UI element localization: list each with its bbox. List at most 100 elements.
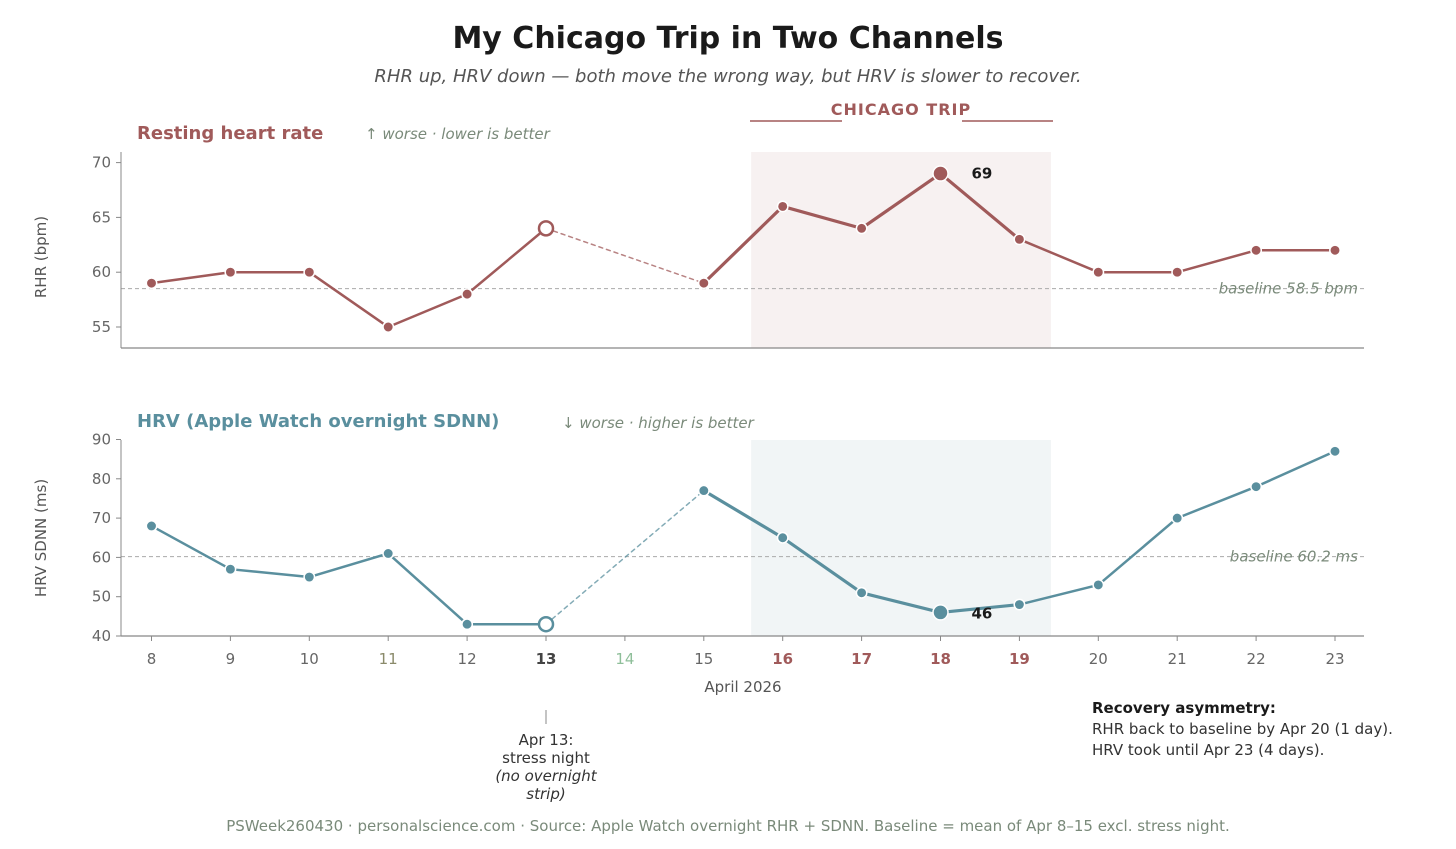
hrv-y-tick-label: 90	[92, 431, 111, 449]
hrv-series-points	[145, 445, 1341, 633]
hrv-y-tick-label: 70	[92, 509, 111, 527]
hrv-point	[1329, 445, 1341, 458]
rhr-point	[1329, 244, 1341, 257]
hrv-line-segment	[781, 536, 864, 595]
rhr-line-segment	[308, 270, 390, 329]
x-axis-label: April 2026	[704, 678, 781, 696]
hrv-line-segment	[545, 489, 705, 625]
hrv-y-ticks: 40 50 60 70 80 90	[92, 431, 121, 645]
hrv-line-segment	[1175, 485, 1258, 520]
hrv-series-lines	[150, 450, 1337, 626]
rhr-panel-note: ↑ worse · lower is better	[365, 125, 551, 143]
x-tick-label: 11	[379, 650, 398, 668]
rhr-line-segment	[1018, 238, 1100, 274]
rhr-point	[145, 277, 158, 290]
hrv-point	[1013, 598, 1026, 611]
trip-label: CHICAGO TRIP	[831, 100, 971, 119]
rhr-y-tick-label: 65	[92, 208, 111, 226]
hrv-point	[461, 618, 474, 631]
rhr-panel-title: Resting heart rate	[137, 123, 323, 144]
x-tick-label: 12	[458, 650, 477, 668]
rhr-y-tick-label: 70	[92, 154, 111, 172]
rhr-point	[1092, 266, 1105, 279]
hrv-point	[776, 531, 789, 544]
rhr-line-segment	[545, 227, 705, 284]
rhr-y-tick-label: 55	[92, 318, 111, 336]
x-tick-label: 8	[147, 650, 157, 668]
hrv-point	[697, 484, 710, 497]
x-tick-label: 10	[300, 650, 319, 668]
hrv-line-segment	[229, 567, 311, 579]
x-tick-label: 21	[1168, 650, 1187, 668]
chart-title: My Chicago Trip in Two Channels	[452, 21, 1003, 56]
annotation-line-3: (no overnight	[495, 767, 597, 785]
hrv-y-tick-label: 60	[92, 548, 111, 566]
rhr-point	[697, 277, 710, 290]
x-tick-label: 23	[1325, 650, 1344, 668]
hrv-point	[145, 520, 158, 532]
x-axis-ticks: 8 9 10 11 12 13 14 15 16 17 18 19 20 21 22 23	[147, 636, 1345, 668]
rhr-trip-band	[751, 152, 1051, 348]
chart-subtitle: RHR up, HRV down — both move the wrong w…	[374, 66, 1081, 87]
x-tick-label: 22	[1247, 650, 1266, 668]
rhr-line-segment	[465, 227, 548, 296]
hrv-ylabel: HRV SDNN (ms)	[32, 479, 50, 597]
hrv-point	[855, 586, 868, 599]
rhr-point	[303, 266, 316, 279]
rhr-ylabel: RHR (bpm)	[32, 216, 50, 298]
hrv-point	[1171, 512, 1184, 525]
hrv-point	[1250, 480, 1263, 493]
rhr-point	[776, 200, 789, 213]
footer-source: PSWeek260430 · personalscience.com · Sou…	[226, 817, 1230, 835]
x-tick-label: 20	[1089, 650, 1108, 668]
hrv-point-stress-night	[537, 615, 555, 633]
x-tick-label: 13	[536, 650, 557, 668]
x-tick-label: 19	[1009, 650, 1030, 668]
hrv-point	[382, 547, 395, 560]
rhr-point-stress-night	[537, 220, 555, 237]
rhr-line-segment	[938, 171, 1022, 241]
rhr-series-lines	[150, 171, 1337, 329]
hrv-line-segment	[150, 524, 232, 571]
rhr-panel: Resting heart rate ↑ worse · lower is be…	[32, 123, 1364, 349]
rhr-line-segment	[859, 171, 943, 230]
hrv-panel-note: ↓ worse · higher is better	[562, 414, 755, 432]
x-tick-label: 15	[694, 650, 713, 668]
hrv-trough-label: 46	[972, 604, 993, 622]
hrv-point-highlight	[932, 604, 949, 621]
hrv-line-segment	[1018, 583, 1100, 606]
annotation-line-4: strip)	[526, 785, 565, 803]
rhr-point	[1171, 266, 1184, 279]
annotation-line-1: Apr 13:	[519, 731, 574, 749]
rhr-peak-label: 69	[972, 165, 993, 183]
rhr-point-highlight	[932, 165, 949, 182]
recovery-line-2: HRV took until Apr 23 (4 days).	[1092, 741, 1324, 759]
rhr-point	[224, 266, 237, 279]
rhr-point	[461, 288, 474, 301]
x-tick-label: 17	[851, 650, 872, 668]
hrv-baseline-label: baseline 60.2 ms	[1230, 548, 1358, 566]
rhr-point	[1013, 233, 1026, 246]
x-tick-label: 16	[772, 650, 793, 668]
x-tick-label: 9	[226, 650, 236, 668]
x-tick-label: 14	[615, 650, 634, 668]
hrv-line-segment	[702, 488, 785, 540]
hrv-line-segment	[1097, 516, 1179, 587]
hrv-y-tick-label: 50	[92, 588, 111, 606]
hrv-line-segment	[938, 602, 1022, 615]
hrv-panel: HRV (Apple Watch overnight SDNN) ↓ worse…	[32, 411, 1364, 645]
hrv-line-segment	[308, 552, 390, 579]
hrv-point	[224, 563, 237, 576]
rhr-line-segment	[386, 292, 469, 329]
hrv-y-tick-label: 40	[92, 627, 111, 645]
rhr-y-ticks: 55 60 65 70	[92, 154, 121, 336]
hrv-line-segment	[859, 591, 943, 615]
hrv-point	[303, 571, 316, 583]
hrv-line-segment	[386, 552, 469, 626]
rhr-line-segment	[150, 270, 232, 285]
hrv-panel-title: HRV (Apple Watch overnight SDNN)	[137, 411, 499, 432]
x-tick-label: 18	[930, 650, 951, 668]
recovery-line-1: RHR back to baseline by Apr 20 (1 day).	[1092, 720, 1393, 738]
hrv-line-segment	[1254, 450, 1337, 488]
